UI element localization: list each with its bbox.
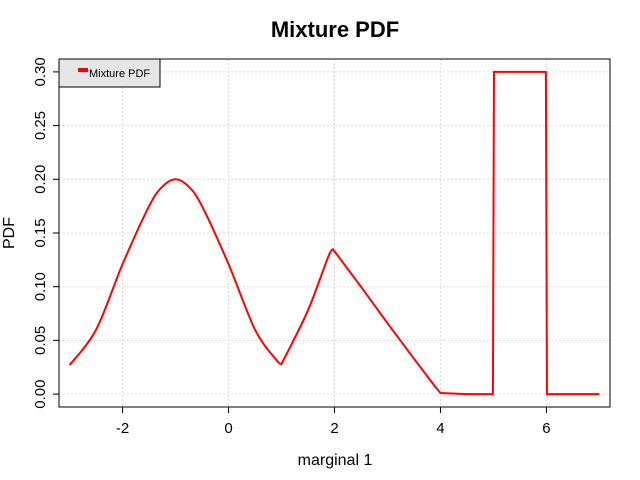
x-axis-label: marginal 1 <box>298 452 373 469</box>
y-tick-label: 0.25 <box>32 111 49 140</box>
x-tick-label: -2 <box>116 420 129 437</box>
legend-box <box>58 58 161 88</box>
y-tick-label: 0.30 <box>32 57 49 86</box>
x-tick-label: 6 <box>542 420 550 437</box>
x-tick-label: 2 <box>330 420 338 437</box>
x-tick-label: 0 <box>224 420 232 437</box>
y-tick-label: 0.10 <box>32 272 49 301</box>
y-axis-label: PDF <box>1 217 18 249</box>
legend-label: Mixture PDF <box>89 68 150 80</box>
x-tick-label: 4 <box>436 420 444 437</box>
y-tick-label: 0.05 <box>32 326 49 355</box>
y-axis: 0.00 0.05 0.10 0.15 0.20 0.25 0.30 <box>32 57 59 409</box>
series-line-mixture-pdf <box>68 70 600 396</box>
grid <box>59 59 610 407</box>
y-tick-label: 0.00 <box>32 380 49 409</box>
legend: Mixture PDF <box>58 58 161 88</box>
legend-swatch <box>78 68 88 72</box>
x-axis: -2 0 2 4 6 <box>116 407 551 437</box>
chart-title: Mixture PDF <box>271 17 399 42</box>
y-tick-label: 0.15 <box>32 218 49 247</box>
y-tick-label: 0.20 <box>32 165 49 194</box>
